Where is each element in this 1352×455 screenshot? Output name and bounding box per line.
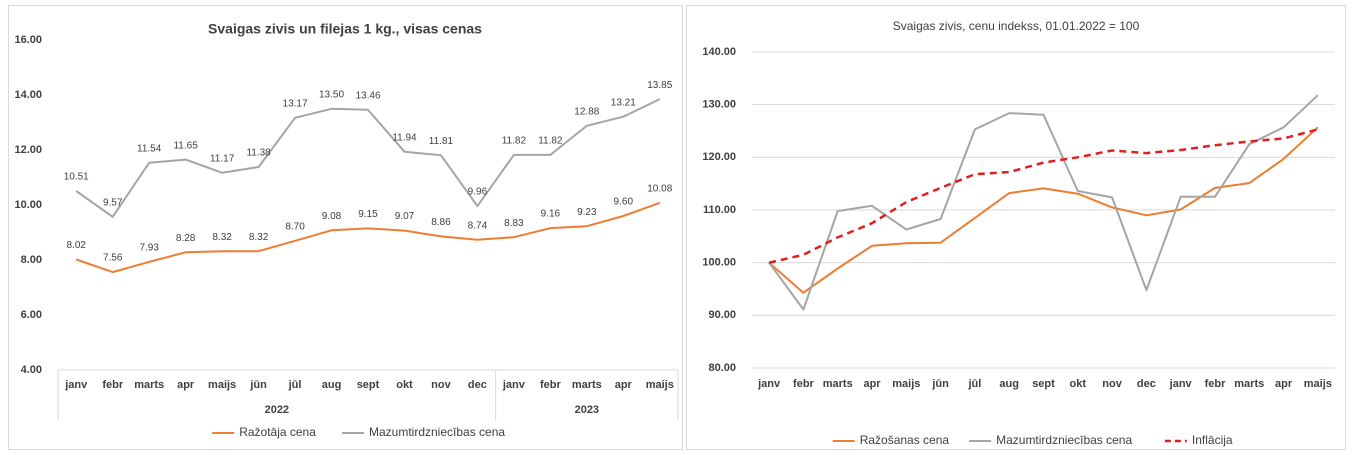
data-label: 11.17 bbox=[210, 153, 235, 164]
x-tick-label: febr bbox=[102, 379, 124, 391]
series-line bbox=[75, 98, 661, 218]
data-label: 9.23 bbox=[577, 207, 597, 218]
data-label: 11.94 bbox=[392, 132, 417, 143]
group-label: 2022 bbox=[265, 404, 289, 416]
x-tick-label: janv bbox=[1169, 378, 1193, 390]
data-label: 10.51 bbox=[64, 172, 89, 183]
series-line bbox=[768, 94, 1319, 311]
x-tick-label: dec bbox=[468, 379, 487, 391]
x-tick-label: jūn bbox=[931, 378, 949, 390]
x-tick-label: apr bbox=[1275, 378, 1293, 390]
legend-label: Mazumtirdzniecības cena bbox=[369, 425, 505, 439]
y-tick-label: 8.00 bbox=[21, 254, 42, 266]
data-label: 11.81 bbox=[429, 136, 454, 147]
series-line bbox=[768, 128, 1319, 264]
x-tick-label: jūl bbox=[967, 378, 981, 390]
x-tick-label: marts bbox=[823, 378, 853, 390]
y-tick-label: 90.00 bbox=[708, 309, 736, 321]
chart-title: Svaigas zivis, cenu indekss, 01.01.2022 … bbox=[893, 19, 1140, 33]
series-line bbox=[768, 126, 1319, 294]
data-label: 9.60 bbox=[614, 197, 634, 208]
x-tick-label: janv bbox=[757, 378, 781, 390]
x-tick-label: apr bbox=[863, 378, 881, 390]
data-label: 13.46 bbox=[355, 90, 380, 101]
data-label: 11.82 bbox=[502, 136, 527, 147]
x-tick-label: jūl bbox=[288, 379, 302, 391]
data-label: 8.74 bbox=[468, 220, 488, 231]
data-label: 8.83 bbox=[504, 218, 524, 229]
data-label: 9.57 bbox=[103, 197, 123, 208]
data-label: 10.08 bbox=[647, 183, 672, 194]
x-tick-label: aug bbox=[999, 378, 1019, 390]
data-label: 11.65 bbox=[173, 140, 198, 151]
data-label: 12.88 bbox=[574, 106, 599, 117]
data-label: 8.32 bbox=[212, 232, 232, 243]
x-tick-label: apr bbox=[615, 379, 633, 391]
x-tick-label: febr bbox=[1205, 378, 1227, 390]
x-tick-label: maijs bbox=[646, 379, 674, 391]
data-label: 8.86 bbox=[431, 217, 451, 228]
data-label: 9.07 bbox=[395, 211, 415, 222]
data-label: 7.93 bbox=[139, 243, 159, 254]
x-tick-label: aug bbox=[322, 379, 342, 391]
x-tick-label: sept bbox=[357, 379, 380, 391]
x-tick-label: janv bbox=[502, 379, 526, 391]
series-line bbox=[75, 201, 661, 274]
x-tick-label: marts bbox=[572, 379, 602, 391]
y-tick-label: 80.00 bbox=[708, 362, 736, 374]
data-label: 8.32 bbox=[249, 232, 269, 243]
x-tick-label: jūn bbox=[249, 379, 267, 391]
x-tick-label: janv bbox=[64, 379, 88, 391]
y-tick-label: 6.00 bbox=[21, 309, 42, 321]
x-tick-label: maijs bbox=[208, 379, 236, 391]
y-tick-label: 10.00 bbox=[14, 199, 42, 211]
x-tick-label: marts bbox=[1234, 378, 1264, 390]
y-tick-label: 16.00 bbox=[14, 34, 42, 46]
data-label: 9.08 bbox=[322, 211, 342, 222]
y-tick-label: 140.00 bbox=[702, 46, 736, 58]
legend-label: Ražotāja cena bbox=[239, 425, 316, 439]
data-label: 9.16 bbox=[541, 209, 561, 220]
x-tick-label: maijs bbox=[892, 378, 920, 390]
data-label: 11.54 bbox=[137, 143, 162, 154]
data-label: 11.82 bbox=[538, 136, 563, 147]
data-label: 13.85 bbox=[647, 80, 672, 91]
legend-label: Ražošanas cena bbox=[860, 433, 950, 447]
data-label: 8.02 bbox=[67, 240, 87, 251]
legend-label: Mazumtirdzniecības cena bbox=[996, 433, 1132, 447]
x-tick-label: okt bbox=[396, 379, 413, 391]
data-label: 8.28 bbox=[176, 233, 196, 244]
data-label: 13.17 bbox=[283, 98, 308, 109]
y-tick-label: 12.00 bbox=[14, 144, 42, 156]
data-label: 13.21 bbox=[611, 97, 636, 108]
y-tick-label: 100.00 bbox=[702, 257, 736, 269]
x-tick-label: nov bbox=[431, 379, 451, 391]
x-tick-label: okt bbox=[1070, 378, 1087, 390]
legend-label: Inflācija bbox=[1192, 433, 1233, 447]
x-tick-label: febr bbox=[793, 378, 815, 390]
data-label: 11.38 bbox=[246, 148, 271, 159]
x-tick-label: febr bbox=[540, 379, 562, 391]
y-tick-label: 120.00 bbox=[702, 151, 736, 163]
y-tick-label: 110.00 bbox=[703, 204, 736, 216]
x-tick-label: dec bbox=[1137, 378, 1156, 390]
x-tick-label: apr bbox=[177, 379, 195, 391]
chart-title: Svaigas zivis un filejas 1 kg., visas ce… bbox=[208, 21, 482, 37]
y-tick-label: 4.00 bbox=[21, 364, 42, 376]
y-tick-label: 130.00 bbox=[702, 99, 736, 111]
data-label: 8.70 bbox=[285, 221, 305, 232]
data-label: 7.56 bbox=[103, 253, 123, 264]
x-tick-label: marts bbox=[134, 379, 164, 391]
x-tick-label: sept bbox=[1032, 378, 1055, 390]
group-label: 2023 bbox=[575, 404, 599, 416]
data-label: 9.96 bbox=[468, 187, 488, 198]
x-tick-label: maijs bbox=[1304, 378, 1332, 390]
panel bbox=[686, 5, 1346, 450]
x-tick-label: nov bbox=[1102, 378, 1122, 390]
data-label: 9.15 bbox=[358, 209, 378, 220]
y-tick-label: 14.00 bbox=[14, 89, 42, 101]
data-label: 13.50 bbox=[319, 89, 344, 100]
